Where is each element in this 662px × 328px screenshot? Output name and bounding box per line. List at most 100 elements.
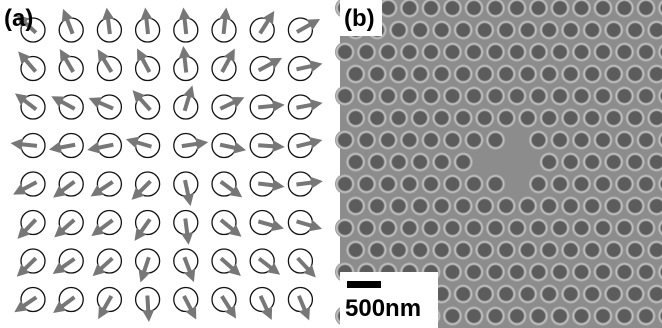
hole: [346, 108, 366, 128]
arrow: [22, 297, 36, 307]
hole: [550, 218, 570, 238]
hole: [572, 42, 592, 62]
hole: [636, 130, 656, 150]
arrow: [261, 296, 268, 311]
hole: [389, 64, 409, 84]
hole: [335, 218, 355, 238]
hole: [539, 284, 559, 304]
hole: [561, 196, 581, 216]
hole: [518, 20, 538, 40]
hole: [443, 218, 463, 238]
panel-label: (a): [4, 5, 33, 32]
hole: [529, 42, 549, 62]
hole: [582, 64, 602, 84]
hole: [518, 196, 538, 216]
hole: [453, 196, 473, 216]
hole: [367, 196, 387, 216]
hole: [604, 196, 624, 216]
hole: [421, 42, 441, 62]
hole: [518, 240, 538, 260]
hole: [615, 218, 635, 238]
hole: [582, 196, 602, 216]
hole: [443, 306, 463, 326]
hole: [389, 152, 409, 172]
hole: [378, 174, 398, 194]
hole: [582, 240, 602, 260]
hole: [593, 86, 613, 106]
hole: [593, 262, 613, 282]
arrow: [24, 59, 35, 72]
arrow: [222, 296, 231, 310]
hole: [464, 174, 484, 194]
arrow: [108, 17, 110, 34]
hole: [550, 42, 570, 62]
hole: [367, 64, 387, 84]
hole: [561, 284, 581, 304]
hole: [475, 284, 495, 304]
hole: [432, 240, 452, 260]
hole: [421, 130, 441, 150]
hole: [615, 86, 635, 106]
hole: [486, 306, 506, 326]
hole: [561, 64, 581, 84]
arrow: [23, 99, 37, 109]
arrow: [184, 17, 186, 34]
hole: [357, 174, 377, 194]
arrow: [185, 95, 190, 111]
arrow: [143, 257, 148, 273]
hole: [572, 86, 592, 106]
hole: [636, 262, 656, 282]
arrow: [184, 56, 186, 73]
arrow: [184, 296, 192, 311]
hole: [496, 196, 516, 216]
hole: [486, 86, 506, 106]
arrow: [61, 220, 74, 231]
hole: [486, 262, 506, 282]
hole: [475, 64, 495, 84]
hole: [582, 20, 602, 40]
hole: [507, 218, 527, 238]
hole: [464, 218, 484, 238]
arrow: [258, 106, 275, 108]
arrow: [298, 258, 310, 270]
hole: [550, 174, 570, 194]
hole: [572, 218, 592, 238]
hole: [453, 152, 473, 172]
hole: [496, 108, 516, 128]
hole: [464, 42, 484, 62]
hole: [615, 130, 635, 150]
arrow: [299, 296, 306, 312]
arrow: [185, 180, 189, 197]
hole: [367, 152, 387, 172]
hole: [572, 306, 592, 326]
hole: [464, 130, 484, 150]
hole: [389, 108, 409, 128]
hole: [539, 20, 559, 40]
hole: [496, 284, 516, 304]
hole: [378, 218, 398, 238]
hole: [625, 196, 645, 216]
arrow: [185, 219, 187, 236]
hole: [357, 130, 377, 150]
hole: [518, 64, 538, 84]
hole: [410, 196, 430, 216]
hole: [529, 130, 549, 150]
arrow: [97, 102, 113, 109]
hole: [464, 86, 484, 106]
hole: [572, 174, 592, 194]
hole: [453, 108, 473, 128]
arrow: [67, 18, 73, 34]
hole: [636, 42, 656, 62]
arrow: [139, 97, 150, 110]
arrow: [224, 17, 226, 34]
hole: [529, 262, 549, 282]
hole: [593, 218, 613, 238]
hole: [378, 86, 398, 106]
arrow: [140, 219, 150, 233]
arrow: [99, 220, 113, 230]
hole: [625, 284, 645, 304]
hole: [432, 152, 452, 172]
hole: [346, 240, 366, 260]
hole: [367, 240, 387, 260]
hole: [357, 86, 377, 106]
